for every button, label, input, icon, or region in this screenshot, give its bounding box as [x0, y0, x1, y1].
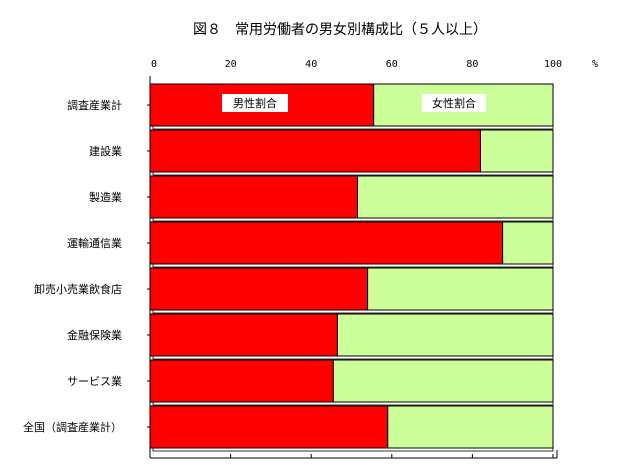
chart-title: 図８ 常用労働者の男女別構成比（５人以上） — [193, 21, 487, 38]
category-label-7: サービス業 — [67, 375, 122, 388]
bar-female-8 — [387, 405, 554, 449]
bars — [149, 83, 554, 452]
x-tick-label-0: 0 — [151, 59, 157, 70]
category-label-6: 金融保険業 — [67, 328, 122, 342]
bar-female-6 — [336, 313, 554, 357]
category-label-5: 卸売小売業飲食店 — [34, 282, 122, 296]
legend-male-box — [222, 94, 288, 112]
bar-male-2 — [149, 129, 481, 173]
x-axis-unit: % — [592, 59, 598, 70]
category-label-1: 調査産業計 — [67, 98, 122, 112]
bar-male-3 — [149, 175, 359, 219]
legend-female-box — [422, 94, 486, 112]
bar-female-3 — [357, 175, 554, 219]
bar-male-6 — [149, 313, 338, 357]
x-axis-ticks: 0 20 40 60 80 100 — [151, 59, 562, 70]
bar-male-5 — [149, 267, 369, 311]
bar-male-4 — [149, 221, 504, 265]
legend-female-label: 女性割合 — [432, 96, 476, 110]
x-tick-label-60: 60 — [386, 59, 398, 70]
bar-female-2 — [479, 129, 554, 173]
x-tick-label-20: 20 — [225, 59, 237, 70]
bar-female-5 — [367, 267, 554, 311]
bar-female-4 — [502, 221, 554, 265]
legend: 男性割合 女性割合 — [222, 94, 486, 112]
bar-male-8 — [149, 405, 389, 449]
x-tick-label-40: 40 — [305, 59, 317, 70]
x-tick-label-100: 100 — [544, 59, 562, 70]
bar-male-7 — [149, 359, 334, 403]
category-label-4: 運輸通信業 — [67, 236, 122, 250]
category-labels: 調査産業計建設業製造業運輸通信業卸売小売業飲食店金融保険業サービス業全国（調査産… — [23, 98, 122, 434]
category-label-3: 製造業 — [89, 190, 122, 204]
legend-male-label: 男性割合 — [233, 96, 277, 110]
bar-female-7 — [332, 359, 554, 403]
category-label-2: 建設業 — [89, 144, 122, 158]
x-tick-label-80: 80 — [466, 59, 478, 70]
category-label-8: 全国（調査産業計） — [23, 420, 122, 434]
